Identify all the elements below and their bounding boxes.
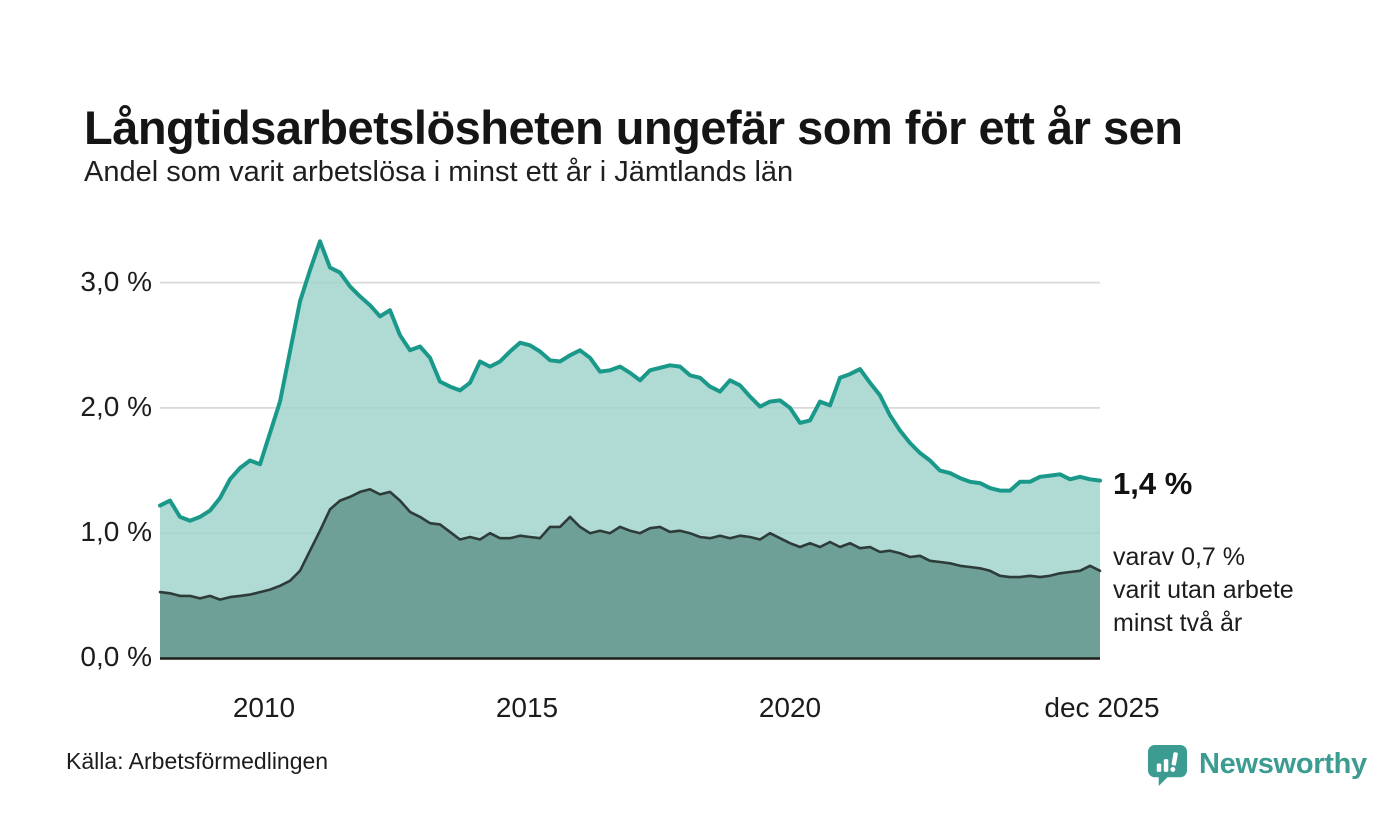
source-attribution: Källa: Arbetsförmedlingen	[66, 748, 329, 774]
breakdown-annotation: varav 0,7 % varit utan arbete minst två …	[1113, 541, 1383, 640]
x-axis-tick-label: dec 2025	[1044, 692, 1160, 723]
breakdown-annotation-line: minst två år	[1113, 609, 1243, 637]
page-title: Långtidsarbetslösheten ungefär som för e…	[84, 101, 1183, 155]
newsworthy-speech-bubble-bars-icon	[1146, 743, 1189, 786]
newsworthy-logo: Newsworthy	[1146, 743, 1367, 786]
breakdown-annotation-line: varav 0,7 %	[1113, 543, 1246, 571]
y-axis-tick-label: 0,0 %	[80, 641, 152, 672]
newsworthy-wordmark: Newsworthy	[1199, 748, 1367, 780]
breakdown-annotation-line: varit utan arbete	[1113, 576, 1294, 604]
x-axis-tick-label: 2020	[758, 692, 822, 723]
latest-value-annotation: 1,4 %	[1113, 466, 1193, 501]
x-axis-tick-label: 2015	[495, 692, 559, 723]
y-axis-tick-label: 2,0 %	[80, 391, 152, 422]
y-axis-tick-label: 3,0 %	[80, 266, 152, 297]
x-axis-tick-label: 2010	[232, 692, 296, 723]
y-axis-tick-label: 1,0 %	[80, 516, 152, 547]
page-subtitle: Andel som varit arbetslösa i minst ett å…	[84, 156, 794, 188]
